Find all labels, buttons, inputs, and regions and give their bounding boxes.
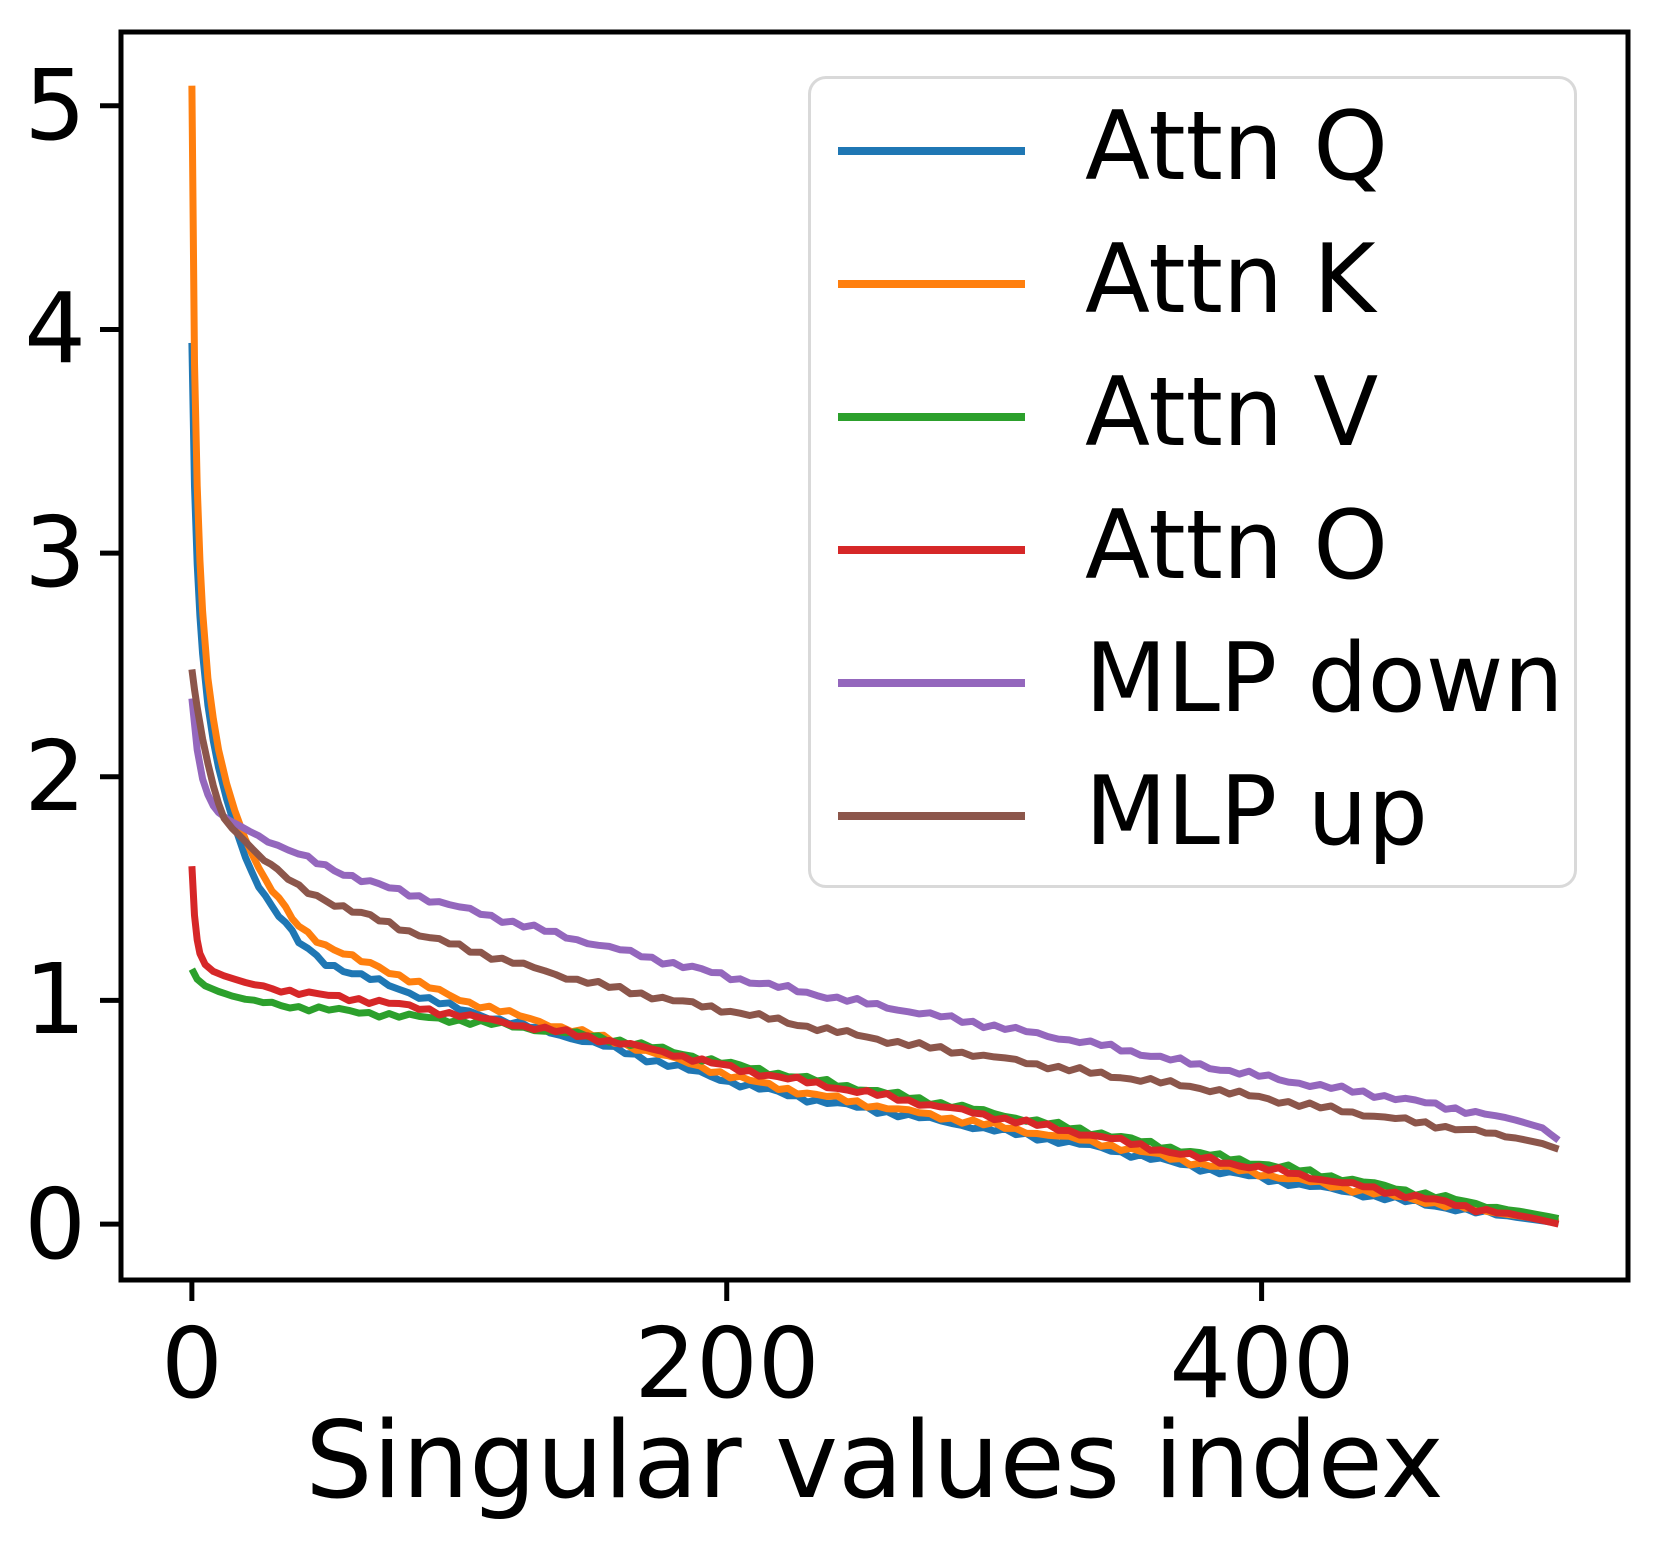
legend-label-mlp-up: MLP up	[1085, 757, 1428, 867]
legend-item-attn-q: Attn Q	[811, 84, 1574, 217]
ytick-label-3: 3	[24, 496, 86, 609]
curve-attn-q	[188, 342, 1559, 1227]
x-axis-label: Singular values index	[305, 1399, 1444, 1522]
legend-item-attn-v: Attn V	[811, 350, 1574, 483]
curve-attn-o	[188, 866, 1560, 1228]
ytick-label-4: 4	[24, 272, 86, 385]
legend-label-attn-o: Attn O	[1085, 491, 1388, 601]
legend-item-mlp-up: MLP up	[811, 749, 1574, 882]
curve-mlp-up	[188, 668, 1560, 1153]
ytick-label-0: 0	[24, 1168, 86, 1281]
ytick-label-1: 1	[24, 943, 86, 1056]
legend-line-attn-v-icon	[838, 412, 1025, 421]
legend-label-attn-v: Attn V	[1085, 358, 1379, 468]
legend-item-attn-k: Attn K	[811, 217, 1574, 350]
legend-label-attn-q: Attn Q	[1085, 92, 1388, 202]
curve-mlp-down	[188, 698, 1561, 1143]
ytick-label-5: 5	[24, 49, 86, 162]
legend-label-mlp-down: MLP down	[1085, 624, 1564, 734]
legend-item-attn-o: Attn O	[811, 483, 1574, 616]
legend-line-mlp-down-icon	[838, 678, 1025, 687]
xtick-label-200: 200	[634, 1307, 820, 1420]
legend-line-attn-k-icon	[838, 279, 1025, 288]
legend: Attn Q Attn K Attn V Attn O MLP down MLP…	[808, 76, 1577, 888]
legend-label-attn-k: Attn K	[1085, 225, 1376, 335]
legend-line-mlp-up-icon	[838, 811, 1025, 820]
legend-line-attn-o-icon	[838, 545, 1025, 554]
legend-line-attn-q-icon	[838, 146, 1025, 155]
ytick-label-2: 2	[24, 720, 86, 833]
axes-spines	[118, 29, 1631, 1283]
xtick-label-0: 0	[161, 1307, 223, 1420]
legend-item-mlp-down: MLP down	[811, 616, 1574, 749]
xtick-label-400: 400	[1169, 1307, 1355, 1420]
